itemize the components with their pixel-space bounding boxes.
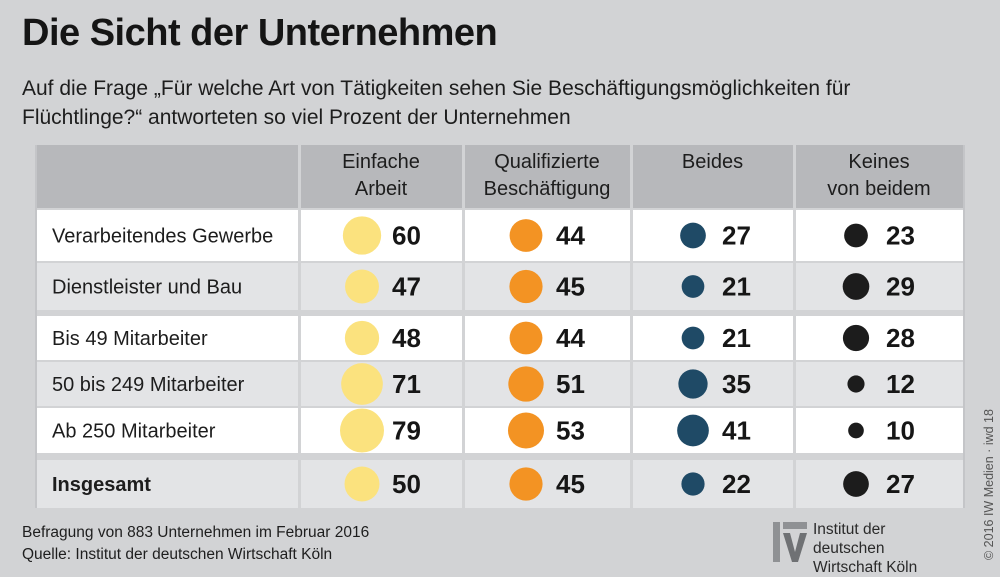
- table-row-bg: [36, 316, 964, 360]
- table-row-bg: [36, 362, 964, 406]
- column-header-qualifiziert: Beschäftigung: [484, 178, 611, 200]
- value-bubble-keines: [847, 375, 865, 393]
- row-label: Dienstleister und Bau: [52, 277, 242, 299]
- value-label-einfache: 71: [392, 369, 421, 399]
- iw-logo: Institut der deutschen Wirtschaft Köln: [771, 518, 946, 576]
- value-bubble-beides: [680, 222, 706, 249]
- column-header-beides: Beides: [682, 151, 743, 173]
- value-bubble-beides: [681, 472, 705, 496]
- column-header-keines: Keines: [848, 151, 909, 173]
- value-bubble-qualifiziert: [509, 321, 543, 355]
- value-label-keines: 12: [886, 369, 915, 399]
- value-label-beides: 41: [722, 416, 751, 446]
- row-label: Ab 250 Mitarbeiter: [52, 421, 216, 443]
- value-bubble-beides: [681, 275, 705, 298]
- value-label-beides: 35: [722, 369, 751, 399]
- value-bubble-keines: [842, 273, 870, 300]
- value-label-einfache: 60: [392, 221, 421, 251]
- value-bubble-qualifiziert: [509, 219, 543, 252]
- column-divider: [793, 145, 796, 508]
- column-header-qualifiziert: Qualifizierte: [494, 151, 600, 173]
- survey-footnote: Befragung von 883 Unternehmen im Februar…: [22, 524, 370, 541]
- table-row-bg: [36, 460, 964, 508]
- value-bubble-qualifiziert: [509, 269, 543, 304]
- value-bubble-einfache: [340, 408, 384, 453]
- value-label-einfache: 48: [392, 323, 421, 353]
- column-header-einfache: Arbeit: [355, 178, 408, 200]
- row-label: Insgesamt: [52, 474, 151, 496]
- value-label-beides: 22: [722, 469, 751, 499]
- value-bubble-keines: [842, 324, 870, 352]
- column-divider: [298, 145, 301, 508]
- value-label-keines: 28: [886, 323, 915, 353]
- chart-subtitle: Auf die Frage „Für welche Art von Tätigk…: [22, 77, 851, 129]
- value-label-einfache: 47: [392, 272, 421, 302]
- logo-line-1: Institut der deutschen: [813, 521, 886, 557]
- value-bubble-einfache: [341, 363, 383, 405]
- table-row-bg: [36, 210, 964, 261]
- value-label-qualifiziert: 44: [556, 221, 585, 251]
- value-bubble-einfache: [344, 320, 380, 356]
- value-bubble-beides: [677, 414, 709, 447]
- value-label-qualifiziert: 51: [556, 369, 585, 399]
- value-bubble-einfache: [342, 216, 382, 255]
- logo-text: Institut der deutschen Wirtschaft Köln: [813, 520, 946, 577]
- row-label: Bis 49 Mitarbeiter: [52, 328, 208, 350]
- value-label-beides: 21: [722, 323, 751, 353]
- value-bubble-keines: [844, 223, 868, 248]
- value-bubble-beides: [681, 326, 705, 350]
- value-bubble-einfache: [345, 269, 379, 304]
- value-bubble-einfache: [344, 466, 380, 502]
- value-bubble-keines: [843, 471, 869, 497]
- value-label-qualifiziert: 45: [556, 272, 585, 302]
- chart-title: Die Sicht der Unternehmen: [22, 12, 498, 54]
- column-divider: [630, 145, 633, 508]
- value-bubble-qualifiziert: [508, 366, 544, 402]
- table-border-right: [963, 145, 965, 508]
- table-row-bg: [36, 263, 964, 310]
- logo-line-2: Wirtschaft Köln: [813, 559, 918, 576]
- value-label-keines: 29: [886, 272, 915, 302]
- value-label-qualifiziert: 45: [556, 469, 585, 499]
- value-label-keines: 27: [886, 469, 915, 499]
- row-label: Verarbeitendes Gewerbe: [52, 226, 273, 248]
- value-label-beides: 27: [722, 221, 751, 251]
- value-label-qualifiziert: 44: [556, 323, 585, 353]
- column-divider: [462, 145, 465, 508]
- row-label: 50 bis 249 Mitarbeiter: [52, 374, 245, 396]
- value-bubble-keines: [848, 422, 864, 439]
- value-label-keines: 10: [886, 416, 915, 446]
- copyright-note: © 2016 IW Medien · iwd 18: [982, 409, 996, 560]
- header-band: [36, 145, 964, 208]
- value-bubble-beides: [678, 369, 708, 399]
- table-border-left: [35, 145, 37, 508]
- value-label-qualifiziert: 53: [556, 416, 585, 446]
- value-bubble-qualifiziert: [509, 467, 543, 501]
- iw-logo-icon: [773, 522, 807, 562]
- value-label-beides: 21: [722, 272, 751, 302]
- column-header-einfache: Einfache: [342, 151, 420, 173]
- source-footnote: Quelle: Institut der deutschen Wirtschaf…: [22, 546, 333, 563]
- column-header-keines: von beidem: [827, 178, 930, 200]
- value-label-einfache: 50: [392, 469, 421, 499]
- table-row-bg: [36, 408, 964, 453]
- value-bubble-qualifiziert: [507, 412, 545, 449]
- value-label-einfache: 79: [392, 416, 421, 446]
- value-label-keines: 23: [886, 221, 915, 251]
